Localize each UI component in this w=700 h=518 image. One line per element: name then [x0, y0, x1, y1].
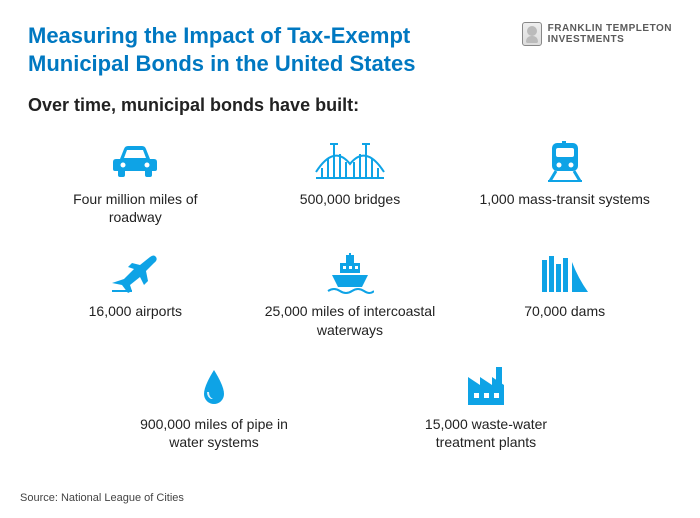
- brand-portrait-icon: [522, 22, 542, 46]
- item-waterways: 25,000 miles of intercoastal waterways: [253, 252, 448, 338]
- brand-line1: FRANKLIN TEMPLETON: [548, 23, 672, 34]
- item-label: 16,000 airports: [89, 302, 182, 320]
- header: Measuring the Impact of Tax-Exempt Munic…: [28, 22, 672, 77]
- item-label: Four million miles of roadway: [45, 190, 225, 226]
- source-attribution: Source: National League of Cities: [20, 492, 184, 504]
- train-icon: [546, 140, 584, 184]
- item-airports: 16,000 airports: [38, 252, 233, 338]
- item-label: 900,000 miles of pipe in water systems: [124, 415, 304, 451]
- item-plants: 15,000 waste-water treatment plants: [380, 365, 592, 451]
- item-label: 1,000 mass-transit systems: [479, 190, 649, 208]
- car-icon: [112, 140, 158, 184]
- brand-logo: FRANKLIN TEMPLETON INVESTMENTS: [522, 22, 672, 46]
- dam-icon: [538, 252, 592, 296]
- item-label: 25,000 miles of intercoastal waterways: [260, 302, 440, 338]
- item-label: 500,000 bridges: [300, 190, 400, 208]
- item-roadway: Four million miles of roadway: [38, 140, 233, 226]
- infographic-grid-row1: Four million miles of roadway: [28, 140, 672, 339]
- item-label: 70,000 dams: [524, 302, 605, 320]
- plane-icon: [110, 252, 160, 296]
- item-bridges: 500,000 bridges: [253, 140, 448, 226]
- brand-text: FRANKLIN TEMPLETON INVESTMENTS: [548, 23, 672, 45]
- page-title: Measuring the Impact of Tax-Exempt Munic…: [28, 22, 458, 77]
- subtitle: Over time, municipal bonds have built:: [28, 95, 672, 116]
- drop-icon: [200, 365, 228, 409]
- item-dams: 70,000 dams: [467, 252, 662, 338]
- bridge-icon: [314, 140, 386, 184]
- item-pipe: 900,000 miles of pipe in water systems: [108, 365, 320, 451]
- brand-line2: INVESTMENTS: [548, 34, 672, 45]
- factory-icon: [464, 365, 508, 409]
- item-transit: 1,000 mass-transit systems: [467, 140, 662, 226]
- ship-icon: [326, 252, 374, 296]
- infographic-grid-row2: 900,000 miles of pipe in water systems 1…: [28, 365, 672, 451]
- item-label: 15,000 waste-water treatment plants: [396, 415, 576, 451]
